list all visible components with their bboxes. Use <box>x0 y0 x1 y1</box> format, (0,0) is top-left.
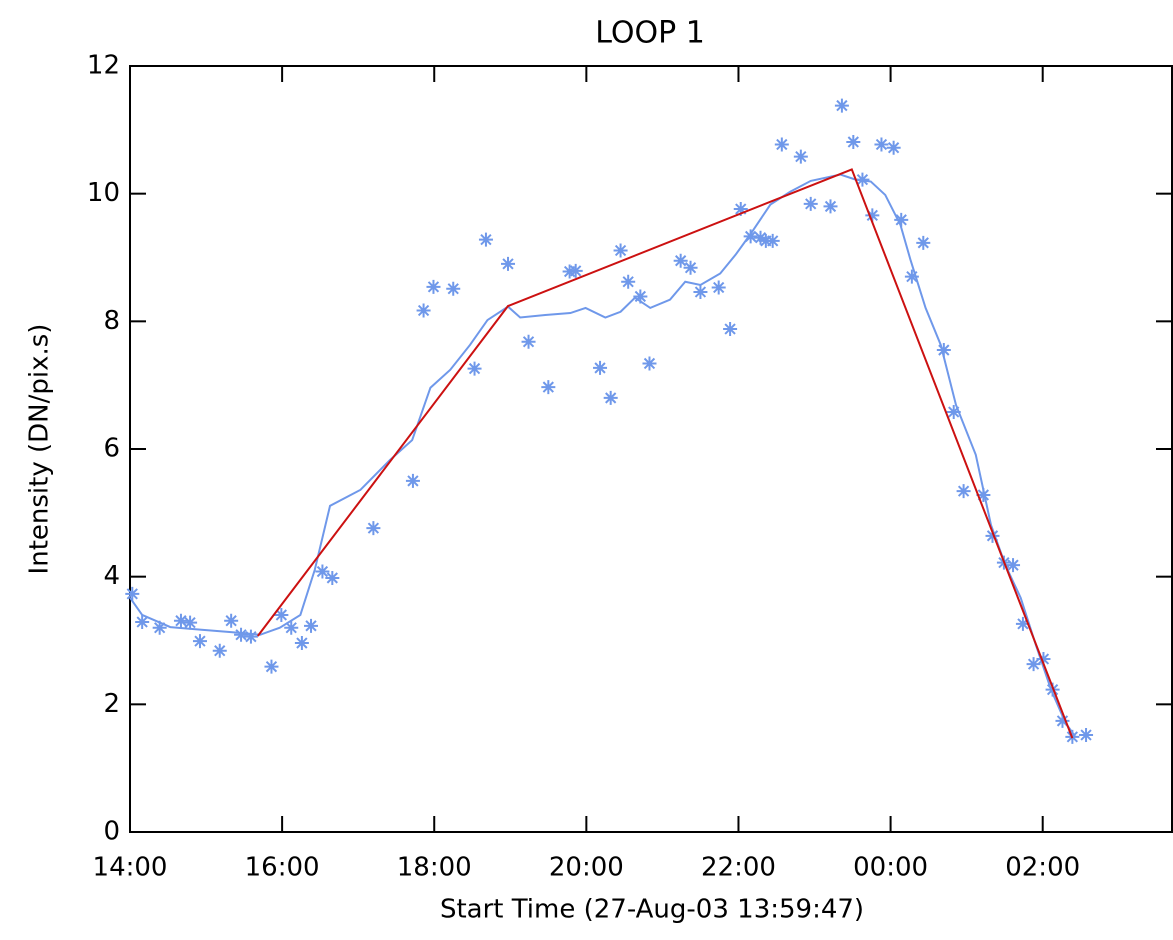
data-point <box>467 361 482 376</box>
data-point <box>803 196 818 211</box>
data-point <box>212 643 227 658</box>
data-point <box>603 390 618 405</box>
x-tick-label: 16:00 <box>245 853 320 883</box>
data-point <box>315 564 330 579</box>
data-point <box>865 208 880 223</box>
data-point <box>366 521 381 536</box>
data-point <box>234 627 249 642</box>
data-point <box>743 229 758 244</box>
data-point <box>904 269 919 284</box>
data-point <box>916 235 931 250</box>
data-point <box>793 149 808 164</box>
x-axis-label: Start Time (27-Aug-03 13:59:47) <box>440 895 864 925</box>
data-point <box>1026 657 1041 672</box>
data-point <box>426 279 441 294</box>
data-point <box>956 484 971 499</box>
y-axis-label: Intensity (DN/pix.s) <box>25 324 55 575</box>
y-tick-label: 0 <box>103 817 120 847</box>
data-point <box>683 260 698 275</box>
data-point <box>711 280 726 295</box>
data-line <box>129 173 1077 738</box>
y-tick-label: 2 <box>103 689 120 719</box>
data-point <box>874 137 889 152</box>
data-point <box>568 263 583 278</box>
data-point <box>294 636 309 651</box>
data-point <box>633 289 648 304</box>
data-point <box>846 134 861 149</box>
x-tick-label: 22:00 <box>701 853 776 883</box>
data-point <box>183 615 198 630</box>
data-point <box>521 334 536 349</box>
data-point <box>946 404 961 419</box>
data-point <box>593 360 608 375</box>
x-tick-label: 18:00 <box>397 853 472 883</box>
data-point <box>976 487 991 502</box>
data-point <box>152 620 167 635</box>
data-point <box>834 98 849 113</box>
data-point <box>823 199 838 214</box>
y-tick-label: 8 <box>103 306 120 336</box>
data-point <box>405 473 420 488</box>
data-point <box>173 613 188 628</box>
data-point <box>478 232 493 247</box>
data-point <box>753 230 768 245</box>
data-point <box>125 586 140 601</box>
chart-title: LOOP 1 <box>595 16 705 51</box>
y-tick-label: 4 <box>103 561 120 591</box>
data-point <box>733 201 748 216</box>
data-point <box>243 629 258 644</box>
data-point <box>1015 616 1030 631</box>
data-point <box>613 243 628 258</box>
data-point <box>541 380 556 395</box>
plot-frame <box>129 65 1173 833</box>
data-point <box>1055 713 1070 728</box>
data-point <box>446 281 461 296</box>
data-point <box>894 212 909 227</box>
data-point <box>1006 558 1021 573</box>
x-tick-label: 14:00 <box>93 853 168 883</box>
data-point <box>723 321 738 336</box>
y-tick-label: 12 <box>87 51 120 81</box>
data-point <box>1079 727 1094 742</box>
x-tick-label: 20:00 <box>549 853 624 883</box>
data-point <box>416 303 431 318</box>
data-point <box>501 256 516 271</box>
data-point <box>693 284 708 299</box>
data-point <box>325 570 340 585</box>
data-point <box>673 253 688 268</box>
data-point <box>264 659 279 674</box>
data-point <box>774 137 789 152</box>
data-point <box>135 614 150 629</box>
x-tick-label: 02:00 <box>1005 853 1080 883</box>
data-point <box>304 618 319 633</box>
x-tick-label: 00:00 <box>853 853 928 883</box>
data-point <box>936 343 951 358</box>
data-point <box>765 233 780 248</box>
data-point <box>1036 652 1051 667</box>
data-point <box>985 528 1000 543</box>
data-point <box>621 274 636 289</box>
data-point <box>274 607 289 622</box>
data-point <box>886 140 901 155</box>
data-point <box>192 634 207 649</box>
data-line <box>256 168 1074 739</box>
y-tick-label: 10 <box>87 178 120 208</box>
data-point <box>284 620 299 635</box>
data-point <box>224 613 239 628</box>
y-tick-label: 6 <box>103 434 120 464</box>
data-point <box>642 356 657 371</box>
